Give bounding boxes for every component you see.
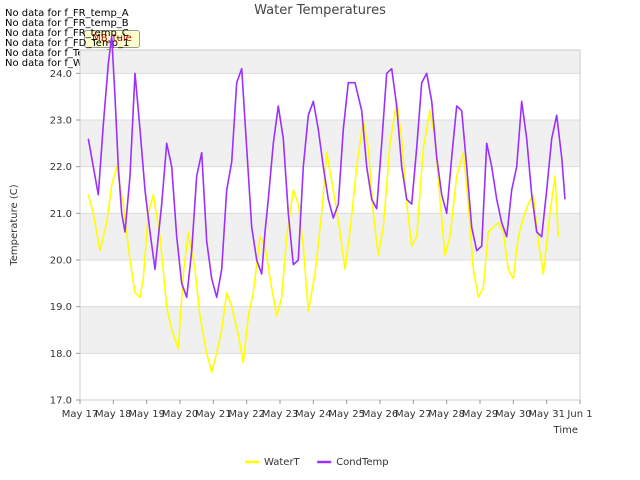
y-tick-label: 17.0: [50, 396, 72, 407]
x-tick-label: Jun 1: [566, 409, 592, 420]
x-tick-label: May 28: [428, 409, 465, 420]
x-tick-label: May 29: [462, 409, 499, 420]
no-data-line: No data for f_FR_temp_C: [5, 28, 129, 39]
no-data-line: No data for f_FR_temp_A: [5, 8, 129, 19]
series-lines: [87, 35, 566, 373]
x-tick-label: May 19: [128, 409, 165, 420]
no-data-line: No data for f_Temp_A: [5, 48, 112, 59]
x-tick-label: May 25: [328, 409, 365, 420]
legend-label: CondTemp: [336, 457, 388, 468]
grid-band: [80, 50, 580, 74]
x-tick-label: May 31: [528, 409, 565, 420]
no-data-line: No data for f_FR_temp_B: [5, 18, 129, 29]
x-tick-label: May 18: [95, 409, 132, 420]
grid-band: [80, 306, 580, 354]
no-data-line: No data for f_FD_Temp_1: [5, 38, 130, 49]
y-tick-label: 22.0: [50, 162, 72, 173]
y-tick-label: 18.0: [50, 349, 72, 360]
chart-title: Water Temperatures: [254, 3, 386, 18]
x-tick-label: May 27: [395, 409, 432, 420]
legend: WaterT CondTemp: [245, 457, 389, 468]
series-line-condtemp: [87, 35, 566, 299]
plot-bands: [80, 50, 580, 401]
y-tick-label: 20.0: [50, 256, 72, 267]
x-tick-label: May 30: [495, 409, 532, 420]
x-axis-label: Time: [553, 425, 578, 436]
y-axis: 17.0 18.0 19.0 20.0 21.0 22.0 23.0 24.0: [50, 69, 80, 407]
x-tick-label: May 17: [62, 409, 99, 420]
x-tick-label: May 26: [362, 409, 399, 420]
y-tick-label: 23.0: [50, 116, 72, 127]
y-tick-label: 19.0: [50, 302, 72, 313]
plot-frame: [79, 49, 581, 401]
y-tick-label: 21.0: [50, 209, 72, 220]
grid-band: [80, 213, 580, 260]
series-line-watert: [87, 100, 560, 373]
y-tick-label: 24.0: [50, 69, 72, 80]
x-tick-label: May 20: [162, 409, 199, 420]
x-tick-label: May 23: [262, 409, 299, 420]
x-tick-label: May 22: [228, 409, 265, 420]
x-tick-label: May 24: [295, 409, 332, 420]
x-tick-label: May 21: [195, 409, 232, 420]
y-axis-label: Temperature (C): [9, 184, 20, 266]
grid-band: [80, 120, 580, 167]
legend-label: WaterT: [264, 457, 301, 468]
